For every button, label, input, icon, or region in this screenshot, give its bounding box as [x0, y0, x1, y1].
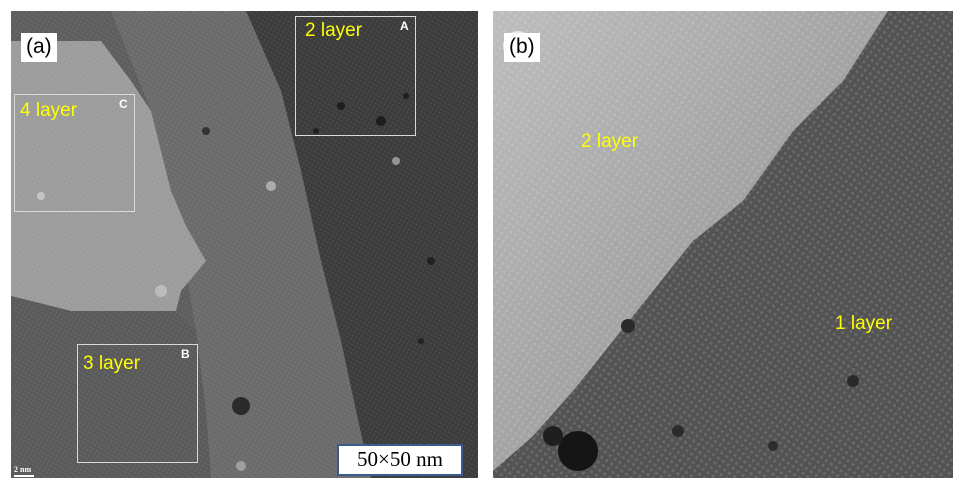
- panel-b-label: (b): [504, 33, 540, 62]
- roi-letter-c: C: [119, 97, 128, 111]
- roi-letter-b: B: [181, 347, 190, 361]
- region-label-2-layer: 2 layer: [305, 20, 363, 41]
- scan-size-box: 50×50 nm: [337, 444, 463, 476]
- roi-letter-a: A: [400, 19, 409, 33]
- region-label-3-layer: 3 layer: [83, 353, 141, 374]
- panel-b-terraces: [493, 11, 953, 478]
- roi-box-b: [77, 344, 198, 463]
- panel-b-stm-image: (b) 2 layer 1 layer: [493, 11, 953, 478]
- region-label-2-layer: 2 layer: [581, 131, 639, 152]
- panel-a-terraces: [11, 11, 478, 478]
- roi-box-c: [14, 94, 135, 212]
- region-label-4-layer: 4 layer: [20, 100, 78, 121]
- roi-box-a: [295, 16, 416, 136]
- scale-bar: [14, 475, 34, 477]
- scale-bar-label: 2 nm: [14, 465, 32, 474]
- panel-a-stm-image: (a) A 2 layer C 4 layer B 3 layer 2 nm 5…: [11, 11, 478, 478]
- panel-a-label: (a): [21, 33, 57, 62]
- region-label-1-layer: 1 layer: [835, 313, 893, 334]
